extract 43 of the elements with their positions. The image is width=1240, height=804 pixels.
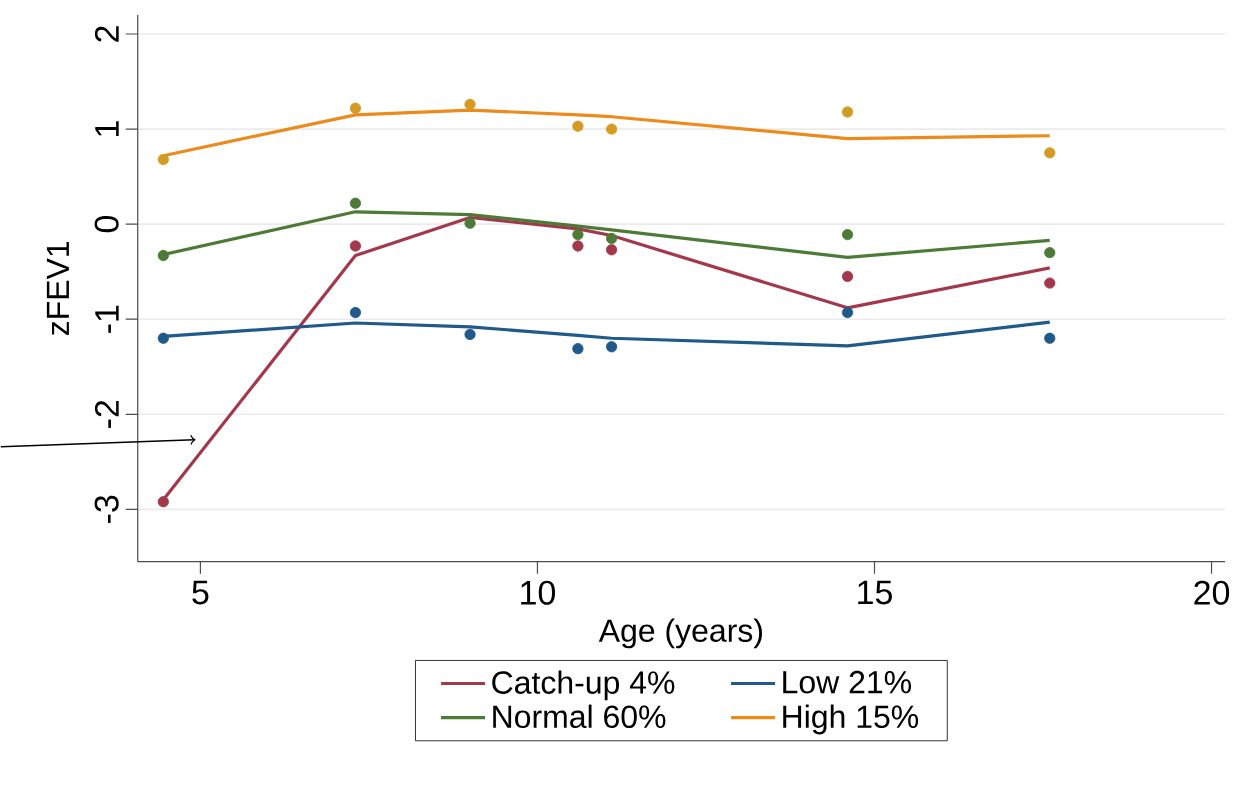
point	[349, 102, 362, 114]
point	[349, 240, 362, 252]
y-tick-label: -3	[94, 495, 119, 523]
x-tick-label: 20	[1194, 580, 1230, 605]
y-tick-label: -2	[94, 400, 119, 428]
point	[1044, 246, 1056, 259]
y-axis-title: zFEV1	[46, 241, 69, 335]
y-tick-label: -1	[95, 305, 119, 333]
point	[349, 306, 362, 318]
y-tick-label: 2	[94, 26, 119, 42]
y-tick-label: 1	[95, 121, 119, 136]
point	[157, 495, 169, 508]
point	[606, 243, 618, 256]
point	[572, 240, 584, 252]
point	[1044, 332, 1056, 344]
legend-label: High 15%	[783, 704, 919, 735]
point	[157, 332, 169, 344]
point	[349, 197, 362, 209]
point	[606, 123, 618, 135]
point	[572, 228, 584, 240]
point	[464, 217, 476, 229]
point	[464, 98, 476, 110]
x-tick-label: 5	[192, 580, 209, 605]
x-tick-label: 15	[858, 580, 892, 605]
point	[841, 270, 854, 282]
point	[464, 328, 476, 340]
point	[606, 232, 618, 244]
point	[841, 306, 854, 318]
point	[572, 342, 584, 355]
legend-label: Low 21%	[783, 670, 911, 694]
point	[157, 249, 169, 261]
legend-label: Normal 60%	[493, 704, 666, 728]
point	[157, 153, 169, 165]
point	[1044, 277, 1056, 289]
point	[841, 106, 854, 118]
x-tick-label: 10	[521, 580, 556, 605]
y-tick-label: 0	[94, 215, 119, 233]
point	[572, 120, 584, 132]
x-axis-title: Age (years)	[598, 618, 762, 649]
point	[1044, 147, 1056, 159]
point	[841, 228, 854, 240]
point	[606, 340, 618, 353]
legend-label: Catch-up 4%	[492, 670, 675, 701]
